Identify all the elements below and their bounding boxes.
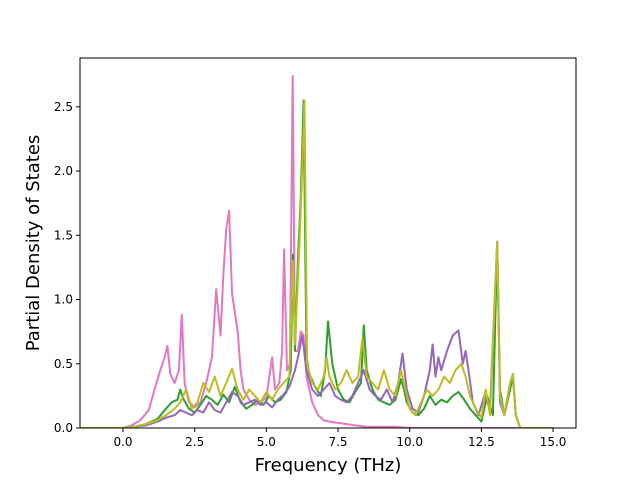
x-tick-label: 5.0 [257,435,276,449]
series-line-3 [80,240,554,428]
y-tick-label: 2.0 [54,164,73,178]
x-tick-label: 15.0 [540,435,567,449]
series-layer [80,75,554,428]
x-tick-label: 0.0 [113,435,132,449]
y-tick-label: 0.0 [54,421,73,435]
y-axis-label: Partial Density of States [23,135,44,352]
series-line-2 [80,99,554,428]
y-tick-label: 1.0 [54,293,73,307]
x-tick-label: 7.5 [328,435,347,449]
x-axis-ticks: 0.0 2.5 5.0 7.5 10.0 12.5 15.0 [113,428,566,449]
x-tick-label: 12.5 [468,435,495,449]
series-line-4 [80,99,554,428]
x-tick-label: 10.0 [396,435,423,449]
plot-frame [79,57,577,429]
series-line-1 [80,75,554,428]
y-tick-label: 1.5 [54,228,73,242]
y-tick-label: 2.5 [54,100,73,114]
y-tick-label: 0.5 [54,357,73,371]
x-axis-label: Frequency (THz) [255,455,402,476]
x-tick-label: 2.5 [185,435,204,449]
y-axis-ticks: 0.0 0.5 1.0 1.5 2.0 2.5 [54,100,80,435]
